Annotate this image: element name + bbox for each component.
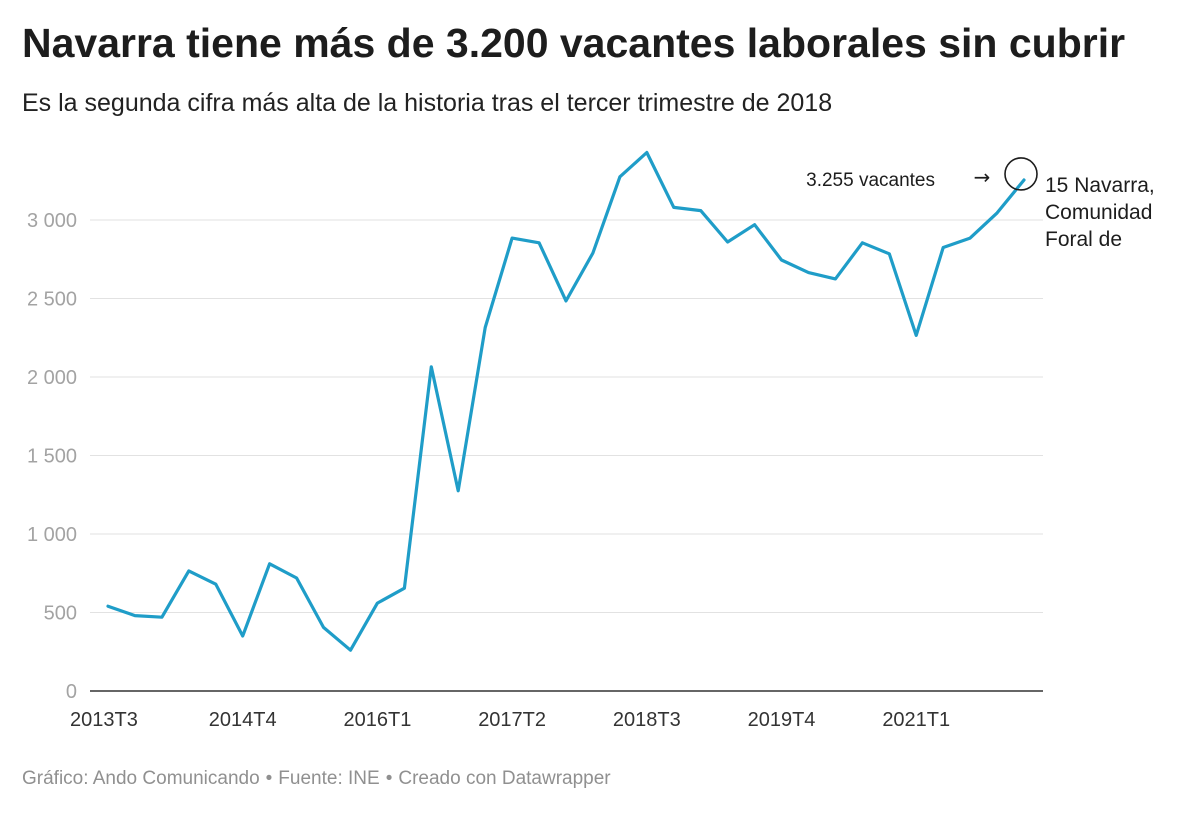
footer-separator: • — [265, 768, 273, 789]
x-tick-label: 2018T3 — [613, 709, 681, 731]
y-tick-label: 500 — [44, 603, 77, 625]
annotation-text: 3.255 vacantes — [806, 170, 935, 191]
footer-source: Fuente: INE — [278, 768, 380, 789]
data-point — [995, 211, 999, 215]
chart-footer: Gráfico: Ando Comunicando • Fuente: INE • Cr… — [22, 768, 611, 790]
data-point — [968, 236, 972, 240]
data-point — [914, 333, 918, 337]
footer-credit: Gráfico: Ando Comunicando — [22, 768, 260, 789]
data-point — [187, 569, 191, 573]
series-line-navarra — [106, 150, 1026, 652]
data-point — [348, 648, 352, 652]
data-point — [133, 614, 137, 618]
data-point — [591, 251, 595, 255]
x-tick-label: 2019T4 — [748, 709, 816, 731]
chart-subtitle: Es la segunda cifra más alta de la histo… — [22, 89, 833, 117]
x-tick-label: 2014T4 — [209, 709, 277, 731]
data-point — [780, 258, 784, 262]
data-point — [214, 582, 218, 586]
y-tick-label: 3 000 — [27, 210, 77, 232]
data-point — [106, 604, 110, 608]
data-point — [375, 601, 379, 605]
data-point — [645, 150, 649, 154]
data-point — [241, 634, 245, 638]
data-point — [887, 252, 891, 256]
data-point — [160, 615, 164, 619]
data-point — [295, 576, 299, 580]
y-tick-label: 1 000 — [27, 524, 77, 546]
x-tick-label: 2016T1 — [343, 709, 411, 731]
data-point — [483, 326, 487, 330]
y-tick-label: 1 500 — [27, 446, 77, 468]
data-point — [537, 241, 541, 245]
data-point — [564, 299, 568, 303]
data-point — [833, 277, 837, 281]
data-point — [941, 245, 945, 249]
series-end-label-line: Foral de — [1045, 228, 1122, 251]
y-tick-label: 0 — [66, 681, 77, 703]
y-tick-label: 2 500 — [27, 289, 77, 311]
x-tick-label: 2021T1 — [882, 709, 950, 731]
data-point — [429, 365, 433, 369]
data-point — [726, 240, 730, 244]
footer-separator: • — [385, 768, 393, 789]
x-tick-label: 2013T3 — [70, 709, 138, 731]
data-point — [753, 223, 757, 227]
annotation-highlight-circle — [1004, 157, 1038, 191]
data-point — [456, 489, 460, 493]
data-point — [860, 241, 864, 245]
data-point — [618, 175, 622, 179]
x-tick-label: 2017T2 — [478, 709, 546, 731]
y-tick-label: 2 000 — [27, 367, 77, 389]
data-point — [402, 586, 406, 590]
data-point — [806, 271, 810, 275]
chart-title: Navarra tiene más de 3.200 vacantes labo… — [22, 20, 1126, 66]
footer-tool: Creado con Datawrapper — [398, 768, 611, 789]
data-point — [672, 205, 676, 209]
data-point — [322, 625, 326, 629]
series-end-label: 15 Navarra, Comunidad Foral de — [1045, 174, 1155, 251]
annotation-arrow: → — [974, 165, 991, 189]
data-point — [699, 209, 703, 213]
series-end-label-line: 15 Navarra, — [1045, 174, 1155, 197]
data-point — [1022, 178, 1026, 182]
data-point — [510, 236, 514, 240]
data-point — [268, 562, 272, 566]
series-end-label-line: Comunidad — [1045, 201, 1152, 224]
